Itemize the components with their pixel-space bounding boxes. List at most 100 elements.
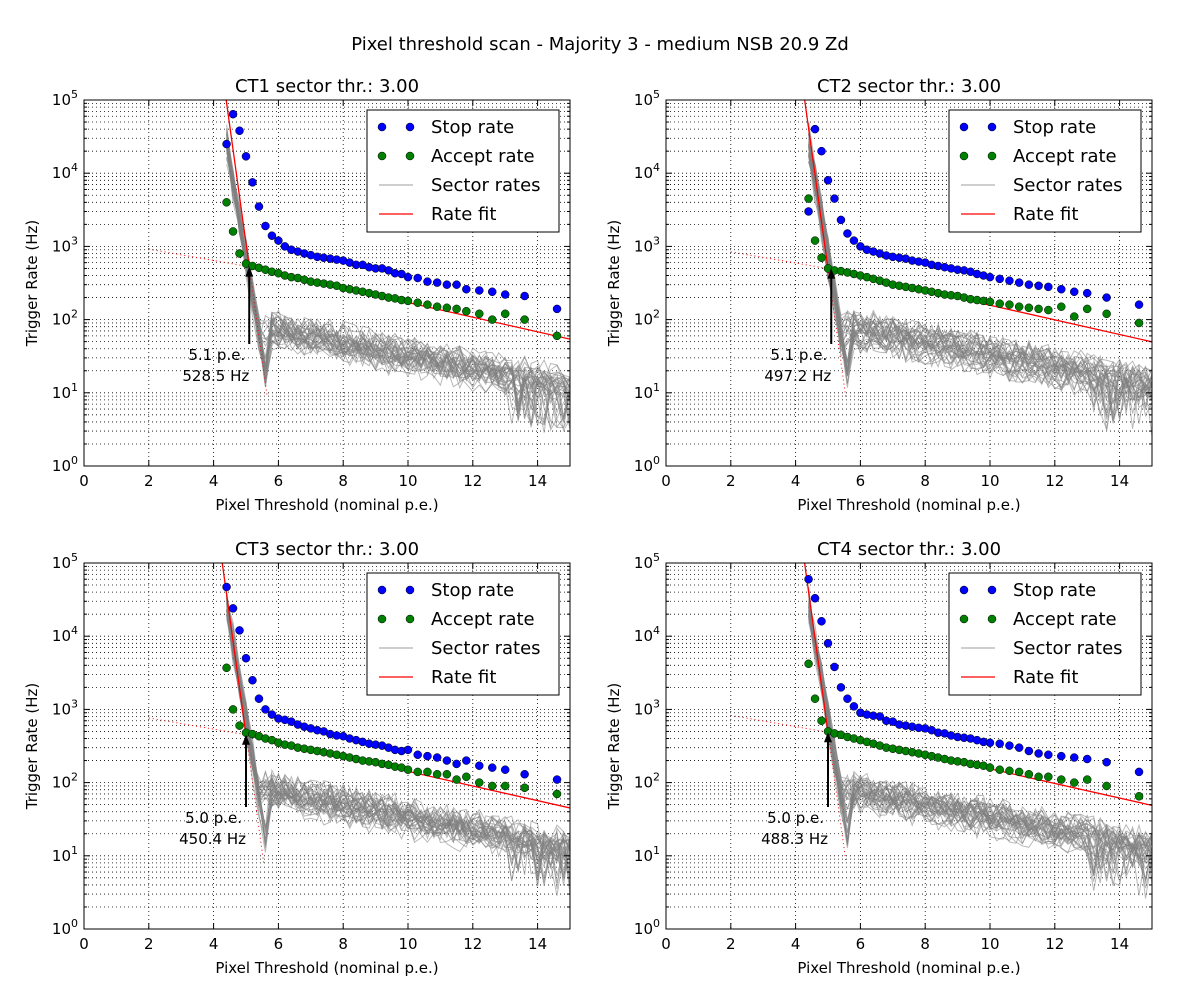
stop-rate-point xyxy=(1044,750,1053,760)
accept-rate-point xyxy=(985,297,995,307)
sector-rate-line xyxy=(808,144,1152,432)
legend: Stop rate Accept rate Sector rates Rate fit xyxy=(366,109,560,233)
stop-rate-point xyxy=(1024,746,1034,756)
accept-rate-point xyxy=(520,783,529,793)
stop-rate-point xyxy=(254,694,264,703)
axes-frame xyxy=(83,562,571,930)
sector-rate-line xyxy=(226,143,570,402)
sector-rate-line xyxy=(808,618,1152,865)
y-tick-label: 105 xyxy=(634,88,660,109)
y-axis-label: Trigger Rate (Hz) xyxy=(605,220,623,348)
stop-rate-point xyxy=(1014,278,1024,287)
y-tick-label: 101 xyxy=(52,381,78,402)
chart-panel-3: 5.0 p.e. 450.4 Hz 0 2 4 6 8 10 12 14 100 101 102 103 1… xyxy=(23,539,571,977)
stop-rate-point xyxy=(403,745,413,755)
accept-rate-point xyxy=(1014,302,1024,311)
axis-ticks xyxy=(665,99,1152,467)
y-tick-label: 101 xyxy=(52,844,78,865)
accept-rate-point xyxy=(1024,303,1034,313)
stop-rate-point xyxy=(810,593,820,603)
stop-rate-point xyxy=(261,705,270,714)
sector-rate-line xyxy=(808,161,1152,437)
stop-rate-point xyxy=(462,284,471,294)
axes-frame xyxy=(665,99,1153,467)
stop-rate-point xyxy=(222,139,231,149)
y-axis-label: Trigger Rate (Hz) xyxy=(23,683,41,811)
x-tick-label: 0 xyxy=(661,935,671,953)
stop-rate-point xyxy=(241,653,251,663)
stop-rate-series xyxy=(804,124,1144,309)
y-tick-label: 104 xyxy=(634,161,660,182)
x-axis-label: Pixel Threshold (nominal p.e.) xyxy=(215,959,438,977)
x-tick-label: 8 xyxy=(338,935,348,953)
accept-rate-point xyxy=(442,303,452,313)
legend: Stop rate Accept rate Sector rates Rate fit xyxy=(948,572,1142,696)
x-tick-label: 4 xyxy=(209,472,219,490)
stop-rate-point xyxy=(235,126,244,136)
legend-label: Rate fit xyxy=(1013,667,1078,688)
stop-rate-point xyxy=(1134,300,1144,309)
y-tick-label: 101 xyxy=(634,844,660,865)
sector-rate-line xyxy=(808,591,1152,878)
accept-rate-point xyxy=(1034,772,1043,782)
accept-rate-point xyxy=(413,767,422,777)
accept-rate-point xyxy=(500,309,510,319)
x-tick-label: 10 xyxy=(398,472,417,490)
stop-rate-point xyxy=(875,712,885,721)
sector-rate-line xyxy=(226,597,570,880)
stop-rate-point xyxy=(228,604,238,613)
stop-rate-point xyxy=(830,194,839,203)
legend-marker xyxy=(377,585,387,595)
accept-rate-point xyxy=(1005,300,1014,309)
x-tick-label: 12 xyxy=(1045,935,1064,953)
accept-rate-point xyxy=(1069,778,1079,787)
stop-rate-point xyxy=(552,775,562,784)
x-tick-label: 8 xyxy=(920,472,930,490)
accept-rate-point xyxy=(228,227,238,236)
chart-title: CT2 sector thr.: 3.00 xyxy=(817,76,1001,97)
rate-fit-shallow-extension xyxy=(730,251,829,270)
stop-rate-point xyxy=(823,176,833,185)
accept-rate-point xyxy=(1069,312,1079,321)
chart-title: CT3 sector thr.: 3.00 xyxy=(235,539,419,560)
annotation-threshold: 5.1 p.e. xyxy=(770,346,827,364)
accept-rate-point xyxy=(487,315,497,324)
stop-rate-point xyxy=(520,770,529,779)
sector-rate-line xyxy=(226,143,570,422)
legend-label: Accept rate xyxy=(1013,609,1117,630)
accept-rate-point xyxy=(810,236,820,245)
accept-rate-point xyxy=(475,309,484,319)
rate-fit-shallow-extension xyxy=(148,248,250,268)
y-tick-label: 103 xyxy=(52,697,78,718)
chart-panel-2: 5.1 p.e. 497.2 Hz 0 2 4 6 8 10 12 14 100 101 102 103 1… xyxy=(605,76,1153,514)
sector-rate-line xyxy=(808,154,1152,415)
y-tick-label: 101 xyxy=(634,381,660,402)
x-tick-label: 4 xyxy=(209,935,219,953)
legend-marker xyxy=(405,122,415,132)
y-tick-label: 102 xyxy=(52,771,78,792)
accept-rate-series xyxy=(222,663,562,799)
stop-rate-series xyxy=(222,109,562,314)
stop-rate-point xyxy=(432,278,442,287)
accept-rate-series xyxy=(804,659,1144,801)
x-tick-label: 2 xyxy=(144,935,154,953)
legend-marker xyxy=(377,614,387,624)
y-tick-label: 103 xyxy=(634,697,660,718)
stop-rate-point xyxy=(475,286,484,295)
y-tick-label: 103 xyxy=(634,234,660,255)
accept-rate-point xyxy=(452,304,461,314)
legend-label: Stop rate xyxy=(1013,117,1096,138)
x-tick-label: 0 xyxy=(661,472,671,490)
stop-rate-point xyxy=(442,280,452,289)
sector-rate-line xyxy=(808,134,1152,393)
legend-label: Rate fit xyxy=(431,667,496,688)
x-axis-label: Pixel Threshold (nominal p.e.) xyxy=(797,496,1020,514)
stop-rate-point xyxy=(1134,767,1144,777)
stop-rate-point xyxy=(836,683,846,692)
y-tick-label: 100 xyxy=(634,917,660,938)
y-tick-label: 103 xyxy=(52,234,78,255)
stop-rate-point xyxy=(487,287,497,297)
x-tick-label: 14 xyxy=(528,472,547,490)
stop-rate-point xyxy=(500,765,510,774)
sector-rate-line xyxy=(226,615,570,881)
